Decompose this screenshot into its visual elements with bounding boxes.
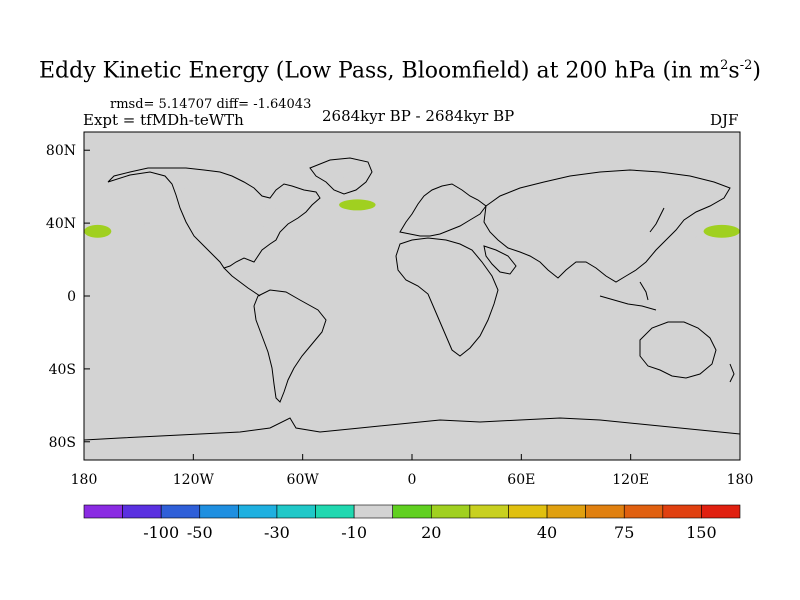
anomaly-north-pacific-far-east [703,224,740,238]
lon-label: 120W [173,472,215,488]
lat-label: 40S [49,362,76,378]
colorbar-label: -10 [341,523,367,542]
lon-label: 180 [727,472,754,488]
anomaly-asia-jet [430,217,704,247]
experiment-label: Expt = tfMDh-teWTh [83,111,244,129]
colorbar-swatch [83,504,123,519]
lon-label: 60W [287,472,320,488]
colorbar-swatch [353,504,394,519]
coast-antarctica [84,417,740,441]
colorbar-label: 75 [614,523,634,542]
anomaly-north-america [238,208,303,227]
lon-label: 0 [408,472,417,488]
colorbar-swatch [469,504,509,519]
coast-maritime-asia [599,281,657,311]
lat-label: 80S [49,435,76,451]
coast-central-america [223,267,261,297]
coast-asia [483,169,731,283]
figure-title: Eddy Kinetic Energy (Low Pass, Bloomfiel… [0,58,800,83]
colorbar-swatch [238,504,278,519]
coast-north-america [107,167,321,269]
coast-africa [395,237,499,357]
colorbar-swatch [199,504,239,519]
coast-australia [639,321,717,379]
longitude-axis: 180 120W 60W 0 60E 120E 180 [71,454,754,488]
lat-label: 80N [46,143,76,159]
colorbar-swatch [623,504,664,519]
colorbar-swatch [122,504,162,519]
colorbar: -100 -50 -30 -10 20 40 75 150 [83,504,741,542]
colorbar-label: -30 [264,523,290,542]
season-label: DJF [710,111,739,129]
coast-japan [649,207,665,233]
title-exponent-1: 2 [720,58,729,73]
lon-label: 60E [507,472,535,488]
coast-new-zealand [729,363,735,383]
lat-label: 40N [46,216,76,232]
anomaly-layer [84,175,740,255]
coastlines [84,157,740,441]
title-close: ) [752,58,761,84]
coast-arabia [483,245,517,275]
colorbar-swatch [546,504,586,519]
rmsd-stats: rmsd= 5.14707 diff= -1.64043 [110,97,312,112]
colorbar-label: 20 [421,523,441,542]
map-background [84,132,740,460]
coast-greenland [309,157,373,195]
coast-south-america [253,289,327,403]
colorbar-swatch [430,504,471,519]
anomaly-dateline-north [84,224,112,238]
latitude-axis: 80N 40N 0 40S 80S [46,143,90,451]
colorbar-swatch [392,504,432,519]
lon-label: 180 [71,472,98,488]
colorbar-swatch [701,504,741,519]
anomaly-labrador-sea [339,175,372,189]
colorbar-swatch [662,504,702,519]
colorbar-swatch [315,504,355,519]
colorbar-swatch [585,504,625,519]
coast-europe [399,183,487,237]
lat-label: 0 [67,289,76,305]
colorbar-swatch [508,504,548,519]
anomaly-north-atlantic [339,199,376,211]
title-exponent-2: -2 [739,58,753,73]
colorbar-label: 150 [686,523,717,542]
colorbar-label: -50 [187,523,213,542]
anomaly-north-pacific-west [102,219,148,242]
lon-label: 120E [612,472,649,488]
period-label: 2684kyr BP - 2684kyr BP [322,107,515,125]
colorbar-label: -100 [143,523,179,542]
title-unit-s: s [728,58,740,84]
colorbar-swatch [276,504,316,519]
anomaly-north-pacific-east [147,186,203,255]
colorbar-swatch [160,504,201,519]
title-text: Eddy Kinetic Energy (Low Pass, Bloomfiel… [39,58,721,84]
colorbar-label: 40 [537,523,557,542]
